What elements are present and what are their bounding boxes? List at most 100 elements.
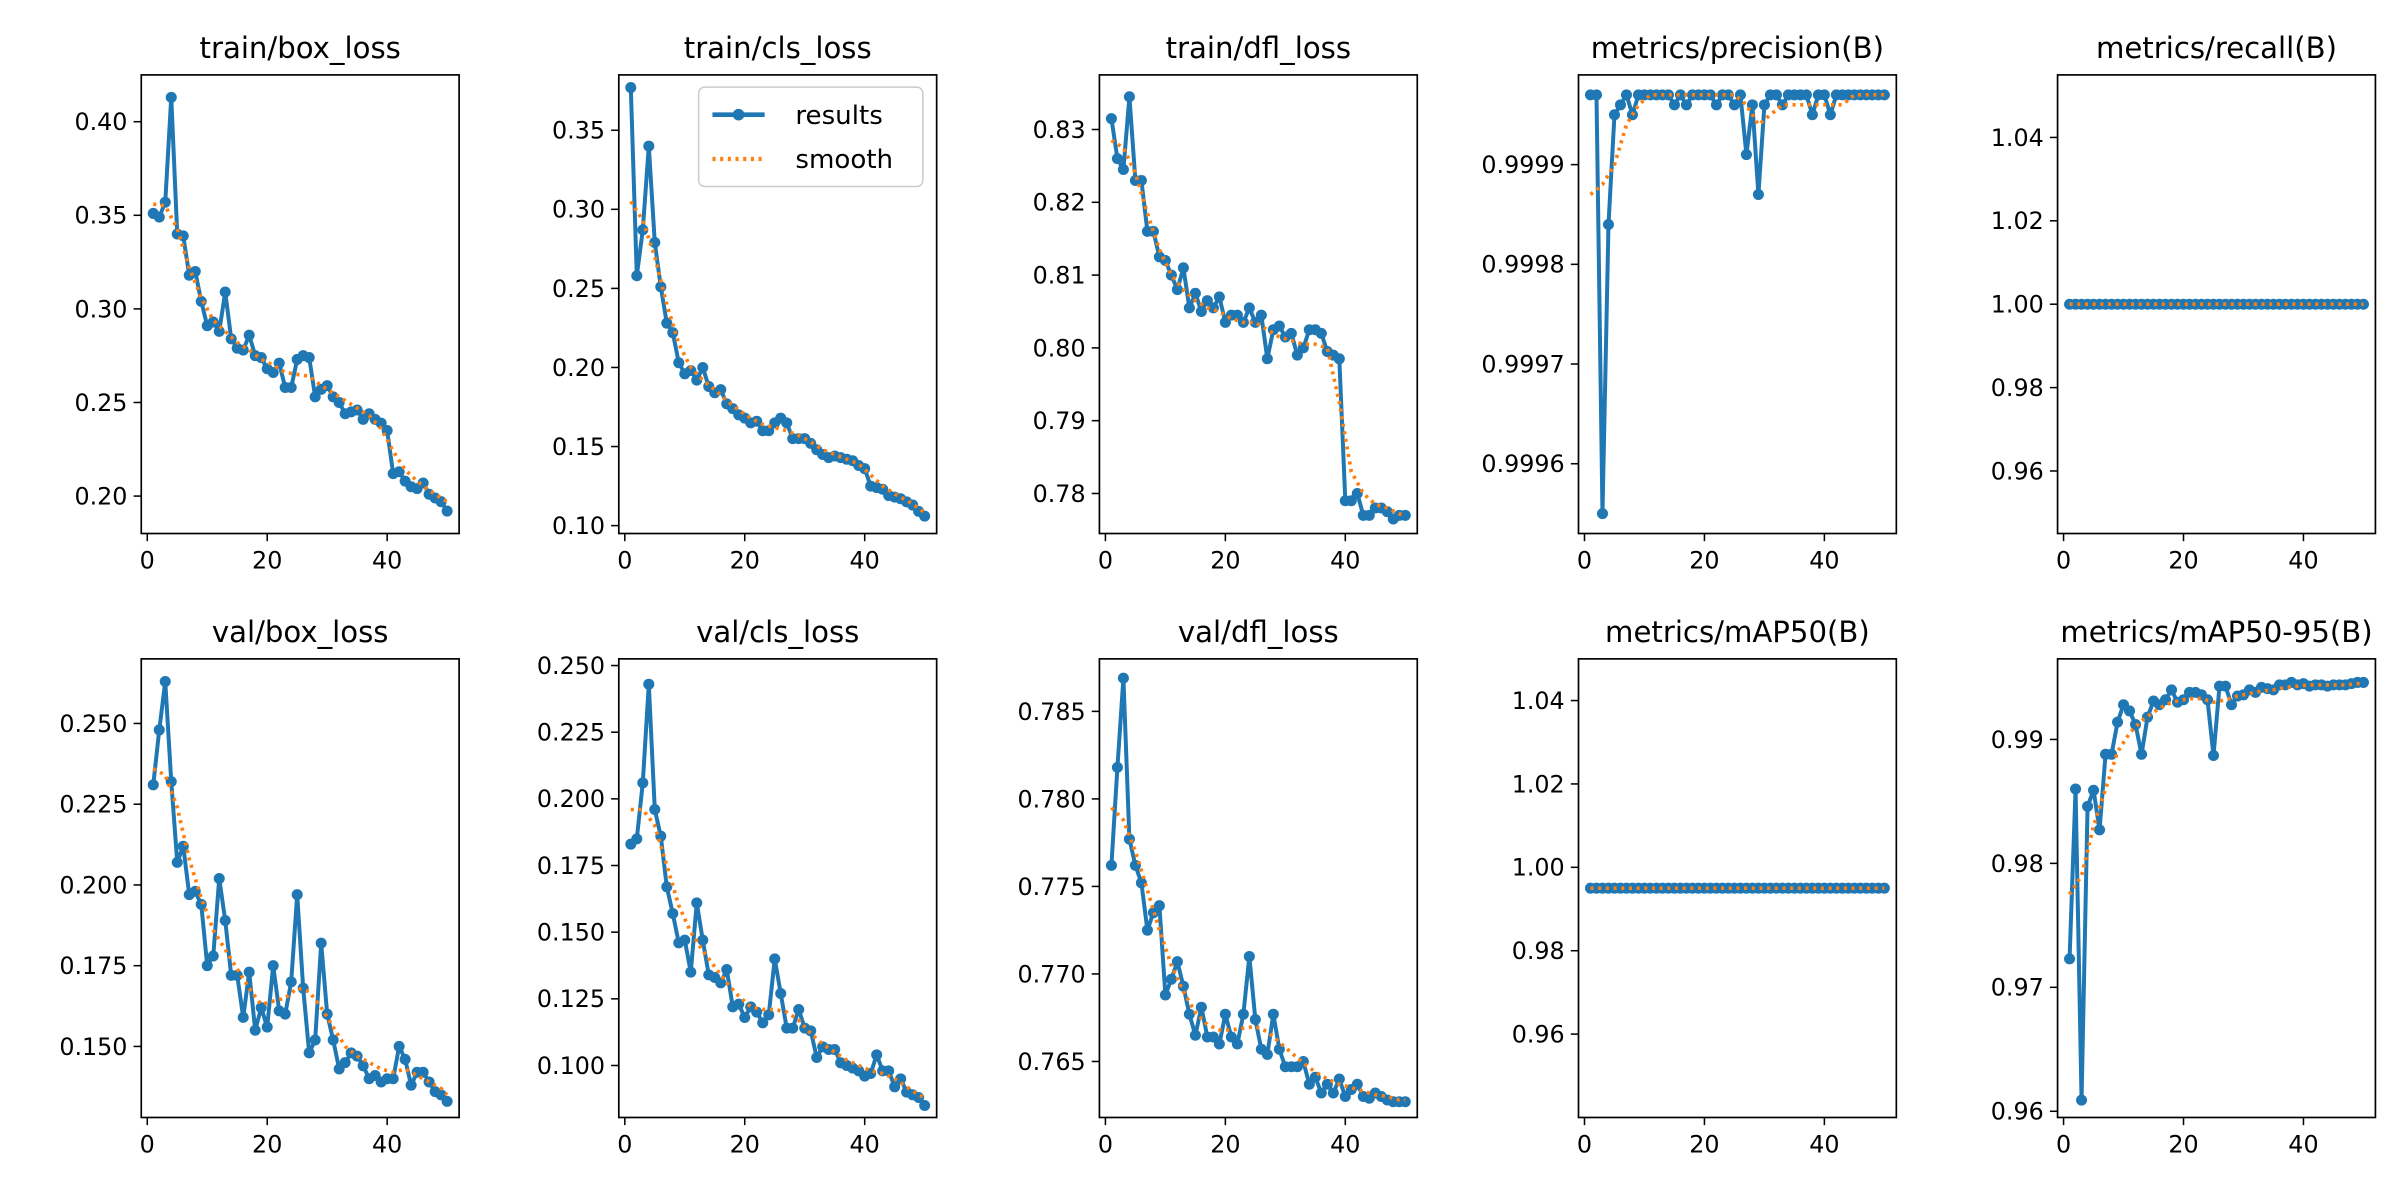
results-point — [1195, 1001, 1207, 1013]
results-point — [1315, 1087, 1327, 1099]
results-point — [1363, 509, 1375, 521]
x-tick-label: 40 — [1330, 1131, 1360, 1159]
results-point — [249, 1024, 261, 1036]
y-tick-label: 0.175 — [537, 852, 605, 880]
results-point — [1231, 309, 1243, 321]
results-point — [697, 934, 709, 946]
axes-frame — [2056, 74, 2377, 535]
y-tick-label: 0.20 — [74, 483, 127, 511]
y-tick-label: 0.99 — [1991, 726, 2044, 754]
results-point — [177, 230, 189, 242]
x-tick-label: 20 — [1210, 547, 1240, 575]
results-point — [1608, 109, 1620, 121]
y-tick-label: 0.9998 — [1481, 251, 1564, 279]
results-point — [153, 211, 165, 223]
results-point — [441, 505, 453, 517]
results-point — [1201, 295, 1213, 307]
y-tick-label: 0.96 — [1991, 1098, 2044, 1126]
axes-frame — [617, 74, 938, 535]
results-point — [667, 327, 679, 339]
results-point — [1165, 973, 1177, 985]
results-point — [201, 960, 213, 972]
smooth-line — [1589, 93, 1885, 196]
x-tick-label: 40 — [1330, 547, 1360, 575]
results-point — [1614, 99, 1627, 111]
results-point — [267, 960, 279, 972]
results-point — [279, 1008, 291, 1020]
y-tick-label: 0.775 — [1017, 873, 1085, 901]
results-point — [1171, 284, 1183, 296]
results-point — [1333, 353, 1345, 365]
results-point — [237, 344, 249, 356]
panel-title: train/dfl_loss — [1166, 31, 1351, 65]
results-point — [1399, 509, 1411, 521]
results-point — [655, 281, 667, 293]
results-point — [1345, 495, 1357, 507]
results-point — [685, 966, 697, 978]
x-tick-label: 40 — [1809, 547, 1839, 575]
y-tick-label: 1.02 — [1512, 770, 1565, 798]
results-point — [195, 898, 207, 910]
x-tick-label: 20 — [252, 1131, 282, 1159]
results-point — [207, 316, 219, 328]
results-point — [1596, 508, 1609, 520]
y-tick-label: 0.96 — [1991, 457, 2044, 485]
results-point — [303, 352, 315, 364]
y-tick-label: 0.80 — [1033, 334, 1086, 362]
panel-title: train/cls_loss — [684, 31, 872, 65]
results-point — [1261, 353, 1273, 365]
axes-frame — [1577, 658, 1898, 1119]
y-tick-label: 0.10 — [552, 512, 605, 540]
x-tick-label: 0 — [1098, 547, 1113, 575]
results-point — [1177, 262, 1189, 274]
smooth-line — [1110, 806, 1406, 1102]
axes-frame — [140, 658, 460, 1119]
results-point — [1111, 761, 1123, 773]
results-point — [631, 833, 643, 845]
results-point — [2088, 784, 2100, 796]
y-tick-label: 0.81 — [1033, 262, 1086, 290]
y-tick-label: 0.79 — [1033, 407, 1086, 435]
results-point — [739, 1011, 751, 1023]
results-point — [649, 237, 661, 249]
y-tick-label: 0.83 — [1033, 116, 1086, 144]
y-tick-label: 0.98 — [1991, 374, 2044, 402]
results-point — [255, 1002, 267, 1014]
panel-2: train/cls_loss 0 20 40 0.10 0.15 0.20 0.25 0.30 0… — [552, 31, 938, 575]
results-point — [1195, 305, 1207, 317]
results-point — [631, 270, 643, 282]
results-point — [321, 380, 333, 392]
legend-results-marker — [732, 108, 745, 121]
results-point — [309, 1034, 321, 1046]
x-tick-label: 40 — [2288, 1131, 2318, 1159]
legend-label-results: results — [795, 101, 882, 131]
results-point — [327, 1034, 339, 1046]
x-tick-label: 0 — [617, 1131, 632, 1159]
results-point — [697, 361, 709, 373]
results-point — [153, 724, 165, 736]
results-point — [165, 91, 177, 103]
y-tick-label: 0.765 — [1017, 1048, 1085, 1076]
results-point — [637, 224, 649, 236]
results-point — [237, 1011, 249, 1023]
results-point — [1668, 99, 1680, 111]
smooth-line — [629, 200, 926, 515]
results-point — [267, 367, 279, 379]
axes-frame — [1098, 658, 1419, 1119]
legend-frame — [697, 86, 924, 188]
results-point — [1123, 91, 1135, 103]
axes-frame — [140, 74, 460, 535]
y-tick-label: 0.98 — [1512, 937, 1565, 965]
results-point — [207, 950, 219, 962]
results-point — [285, 382, 297, 394]
results-point — [213, 872, 225, 884]
x-tick-label: 40 — [2288, 547, 2318, 575]
results-point — [871, 1049, 883, 1061]
x-tick-label: 20 — [2168, 547, 2198, 575]
results-point — [721, 963, 733, 976]
results-point — [1674, 89, 1686, 101]
results-point — [1710, 99, 1722, 111]
results-point — [1680, 99, 1692, 111]
results-point — [1878, 89, 1890, 101]
